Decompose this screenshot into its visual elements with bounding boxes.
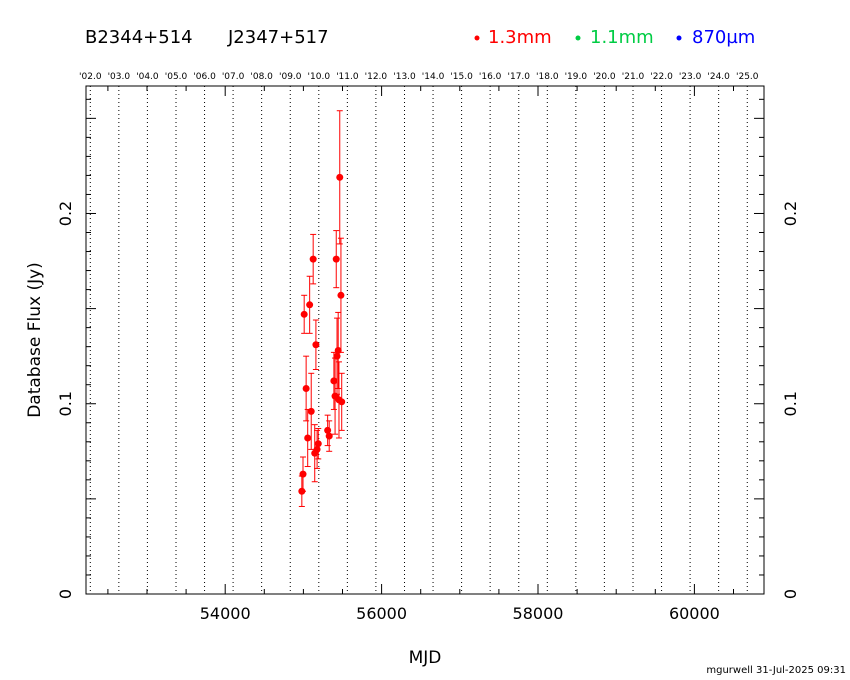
- y-tick-label: 0: [56, 589, 75, 599]
- year-label: '16.0: [479, 72, 502, 82]
- year-label: '09.0: [279, 72, 302, 82]
- year-label: '22.0: [650, 72, 673, 82]
- year-label: '13.0: [393, 72, 416, 82]
- data-point: [325, 432, 333, 440]
- year-label: '21.0: [622, 72, 645, 82]
- y-tick-label-right: 0.1: [781, 391, 800, 416]
- year-label: '06.0: [193, 72, 216, 82]
- year-label: '03.0: [108, 72, 131, 82]
- source-alt-name: J2347+517: [227, 27, 329, 48]
- data-point: [309, 255, 317, 263]
- data-point: [314, 440, 322, 448]
- y-tick-label-right: 0: [781, 589, 800, 599]
- year-label: '02.0: [79, 72, 102, 82]
- year-label: '08.0: [250, 72, 273, 82]
- data-point: [332, 255, 340, 263]
- data-point: [312, 341, 320, 349]
- y-tick-label-right: 0.2: [781, 201, 800, 226]
- year-label: '20.0: [593, 72, 616, 82]
- data-point: [313, 445, 321, 453]
- data-point: [306, 301, 314, 309]
- x-tick-label: 54000: [200, 604, 251, 623]
- legend-label-1mm1: 1.1mm: [590, 27, 654, 48]
- y-axis-ticks: 0 0 0.1 0.1 0.2 0.2: [56, 98, 800, 599]
- plot-frame: [85, 85, 765, 595]
- legend-marker-1mm3: [474, 35, 480, 41]
- year-label: '24.0: [707, 72, 730, 82]
- data-points: [298, 110, 346, 507]
- year-label: '04.0: [136, 72, 159, 82]
- year-label: '15.0: [450, 72, 473, 82]
- year-label: '12.0: [365, 72, 388, 82]
- year-label: '18.0: [536, 72, 559, 82]
- data-point: [302, 385, 310, 393]
- data-point: [307, 407, 315, 415]
- data-point: [304, 434, 312, 442]
- year-label: '05.0: [165, 72, 188, 82]
- y-tick-label: 0.1: [56, 391, 75, 416]
- data-point: [333, 352, 341, 360]
- legend-marker-1mm1: [575, 35, 581, 41]
- x-tick-label: 56000: [356, 604, 407, 623]
- y-tick-label: 0.2: [56, 201, 75, 226]
- data-point: [299, 470, 307, 478]
- year-label: '17.0: [508, 72, 531, 82]
- legend-label-870um: 870µm: [692, 27, 755, 48]
- data-point: [336, 173, 344, 181]
- year-grid: [89, 86, 748, 594]
- legend: 1.3mm 1.1mm 870µm: [474, 27, 755, 48]
- x-axis-ticks: 54000 56000 58000 60000: [107, 86, 735, 623]
- source-name: B2344+514: [85, 27, 193, 48]
- legend-marker-870um: [676, 35, 682, 41]
- legend-label-1mm3: 1.3mm: [488, 27, 552, 48]
- data-point: [337, 291, 345, 299]
- year-label: '10.0: [308, 72, 331, 82]
- year-label: '25.0: [736, 72, 759, 82]
- data-point: [338, 398, 346, 406]
- x-axis-label: MJD: [409, 648, 442, 668]
- y-axis-label: Database Flux (Jy): [25, 262, 45, 418]
- year-label: '23.0: [679, 72, 702, 82]
- year-label: '19.0: [565, 72, 588, 82]
- footer-credit: mgurwell 31-Jul-2025 09:31: [706, 665, 846, 676]
- data-point: [330, 377, 338, 385]
- data-point: [300, 310, 308, 318]
- year-label: '07.0: [222, 72, 245, 82]
- year-label: '14.0: [422, 72, 445, 82]
- x-tick-label: 58000: [513, 604, 564, 623]
- x-tick-label: 60000: [669, 604, 720, 623]
- year-labels: '02.0 '03.0 '04.0 '05.0 '06.0 '07.0 '08.0 '09.0…: [79, 72, 759, 82]
- year-label: '11.0: [336, 72, 359, 82]
